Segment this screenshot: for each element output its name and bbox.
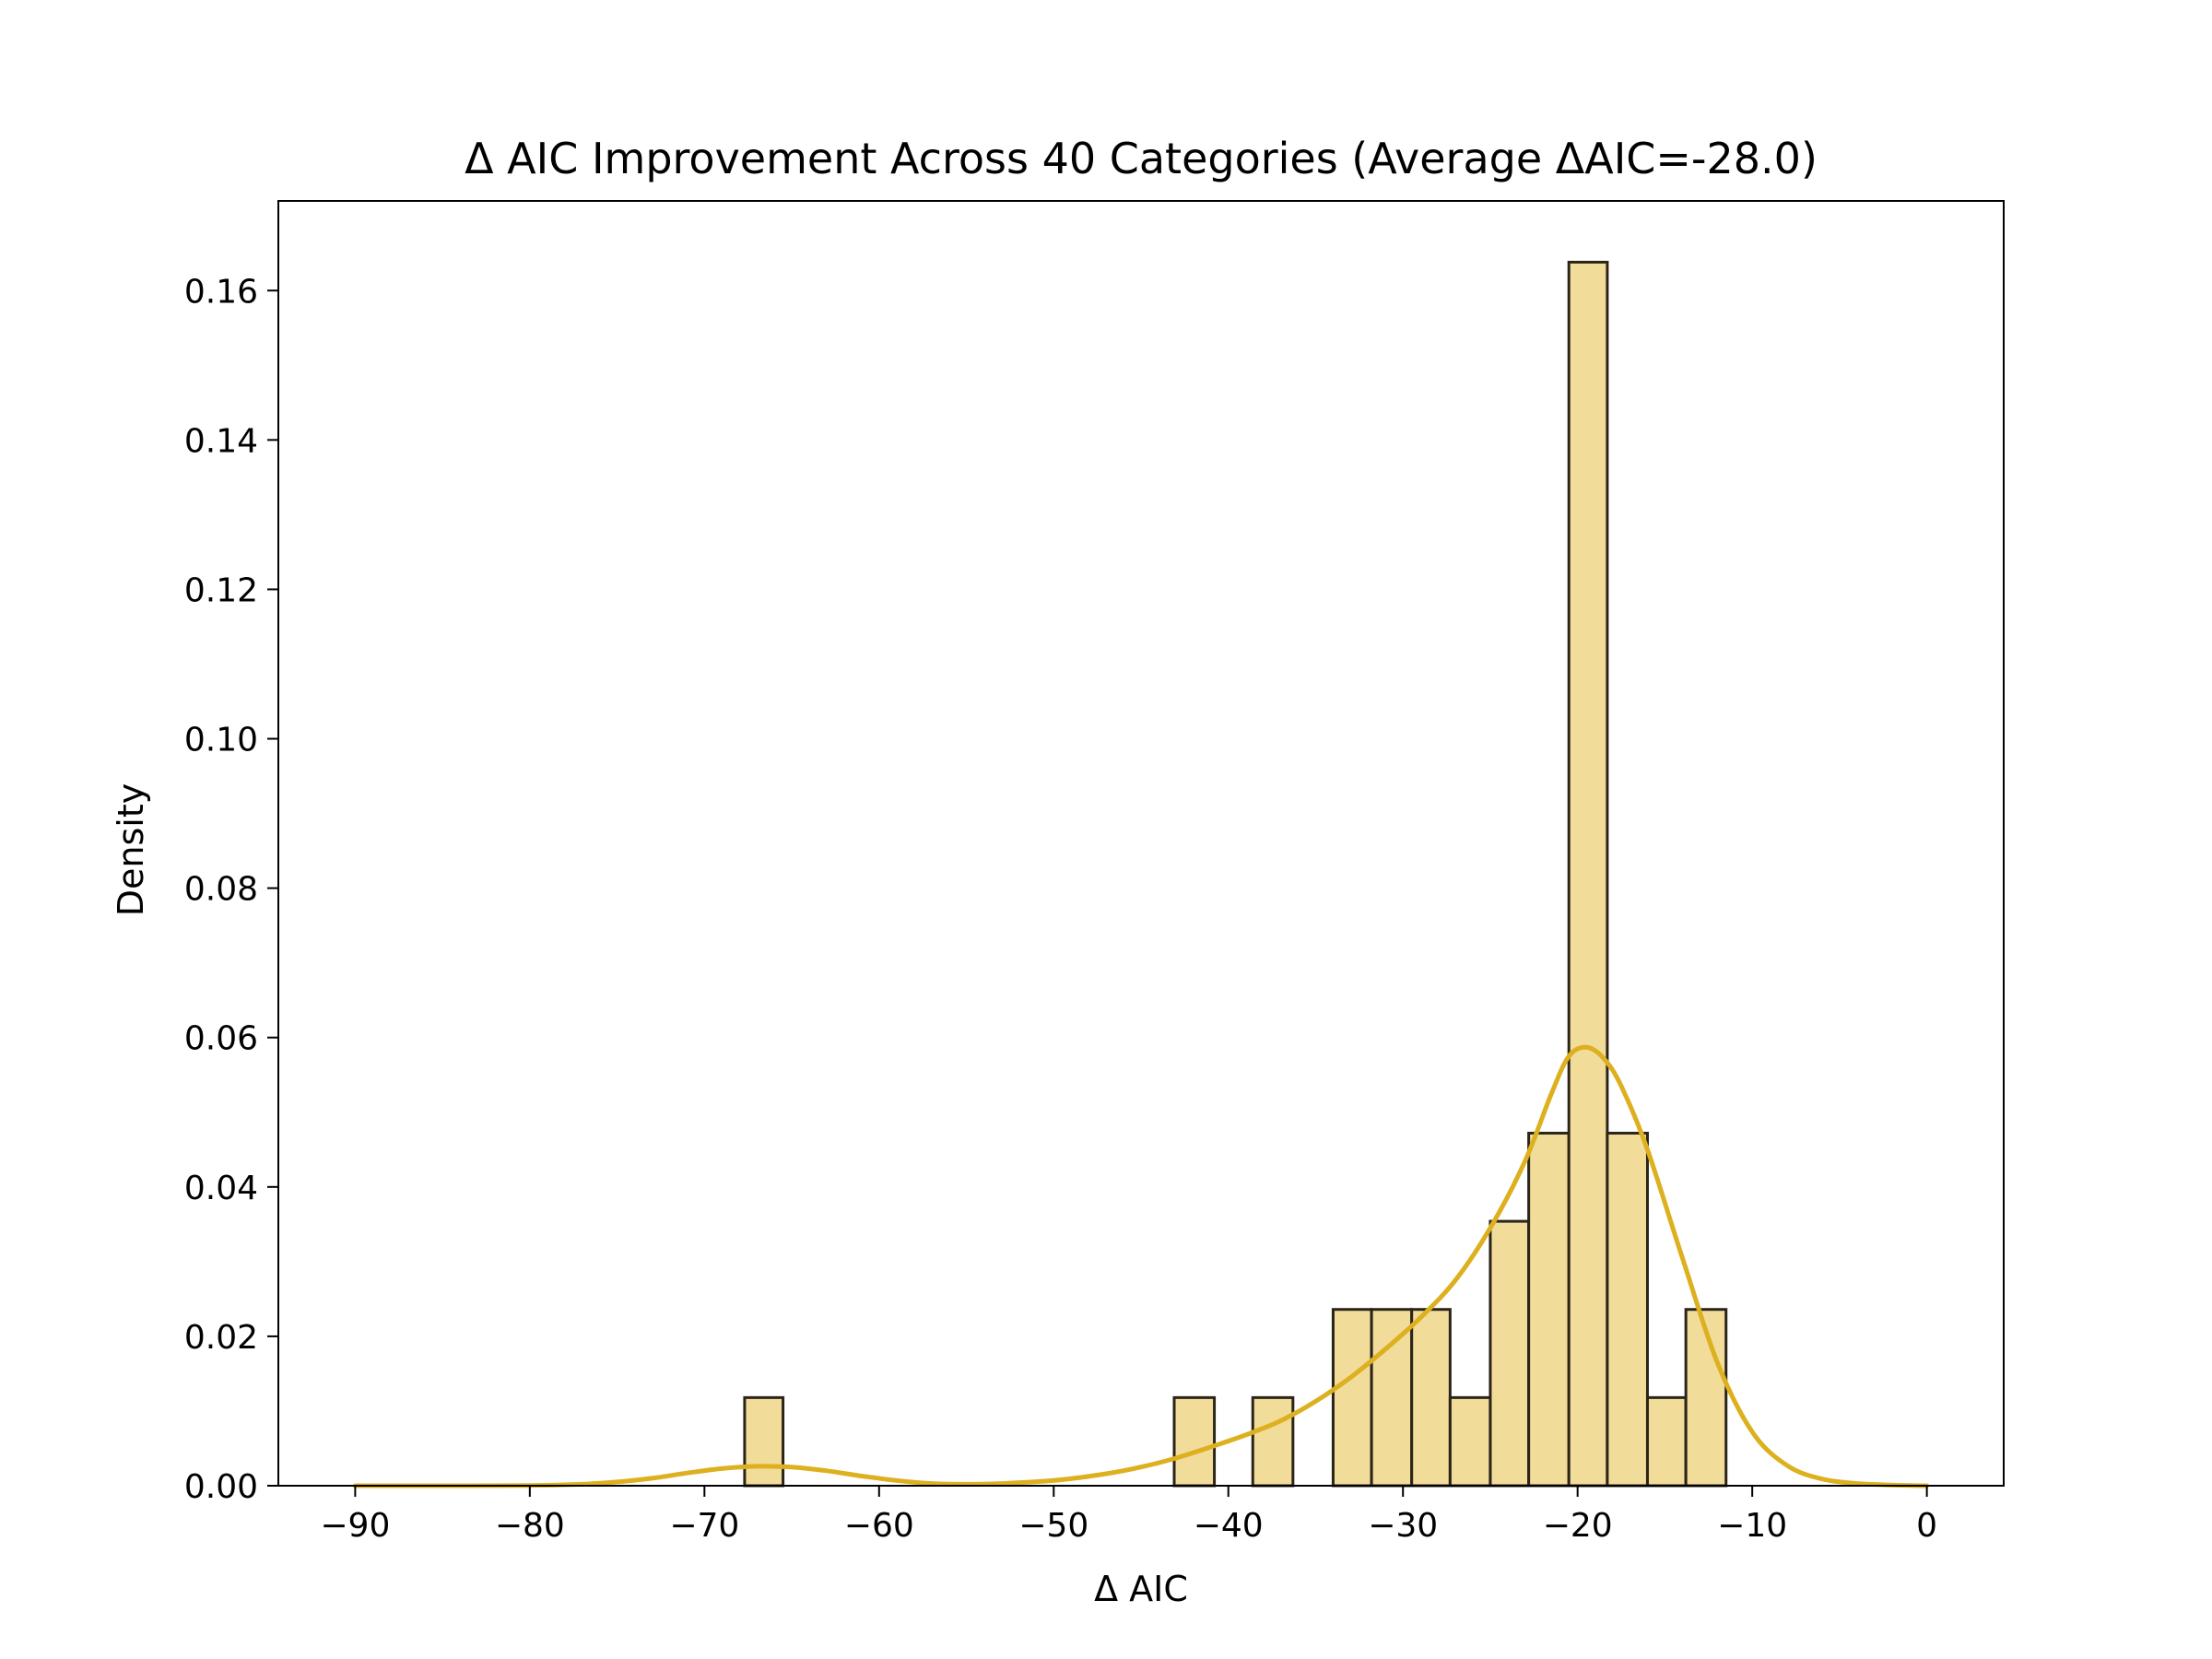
histogram-bar-6	[1410, 1308, 1452, 1488]
axes-frame	[277, 200, 2005, 1487]
x-tick-label: −80	[495, 1507, 565, 1545]
histogram-bar-3	[1251, 1395, 1295, 1488]
plot-area	[278, 201, 2004, 1486]
y-tick-label: 0.10	[184, 722, 258, 759]
y-tick-label: 0.00	[184, 1468, 258, 1506]
histogram-bar-1	[743, 1395, 785, 1488]
x-tick-label: −70	[669, 1507, 739, 1545]
histogram-bar-12	[1645, 1395, 1688, 1488]
y-tick-label: 0.06	[184, 1020, 258, 1058]
y-tick-label: 0.02	[184, 1319, 258, 1357]
bars-layer	[743, 260, 1728, 1488]
x-tick-label: −40	[1194, 1507, 1264, 1545]
y-axis-ticks: 0.00 0.02 0.04 0.06 0.08 0.10 0.12 0.14 0.16	[184, 273, 278, 1506]
histogram-bar-8	[1488, 1219, 1531, 1488]
y-tick-label: 0.08	[184, 871, 258, 909]
y-tick-label: 0.16	[184, 273, 258, 311]
y-axis-label: Density	[111, 783, 151, 916]
x-tick-label: −10	[1717, 1507, 1787, 1545]
histogram-bar-5	[1370, 1308, 1414, 1488]
histogram-bar-4	[1331, 1308, 1373, 1488]
x-tick-label: −90	[320, 1507, 390, 1545]
chart-title: Δ AIC Improvement Across 40 Categories (…	[465, 134, 1818, 183]
histogram-bar-2	[1172, 1395, 1217, 1488]
y-tick-label: 0.12	[184, 571, 258, 609]
histogram-bar-9	[1527, 1131, 1571, 1488]
x-tick-label: −60	[844, 1507, 914, 1545]
histogram-bar-7	[1448, 1395, 1492, 1488]
x-tick-label: −30	[1368, 1507, 1438, 1545]
kde-curve	[352, 1044, 1930, 1488]
x-axis-label: Δ AIC	[1094, 1569, 1188, 1609]
x-tick-label: −50	[1018, 1507, 1088, 1545]
x-tick-label: 0	[1916, 1507, 1937, 1545]
histogram-bar-11	[1606, 1131, 1649, 1488]
histogram-bar-10	[1567, 260, 1609, 1488]
x-tick-label: −20	[1543, 1507, 1613, 1545]
y-tick-label: 0.04	[184, 1170, 258, 1207]
x-axis-ticks: −90 −80 −70 −60 −50 −40 −30 −20 −10 0	[320, 1486, 1937, 1545]
y-tick-label: 0.14	[184, 422, 258, 460]
